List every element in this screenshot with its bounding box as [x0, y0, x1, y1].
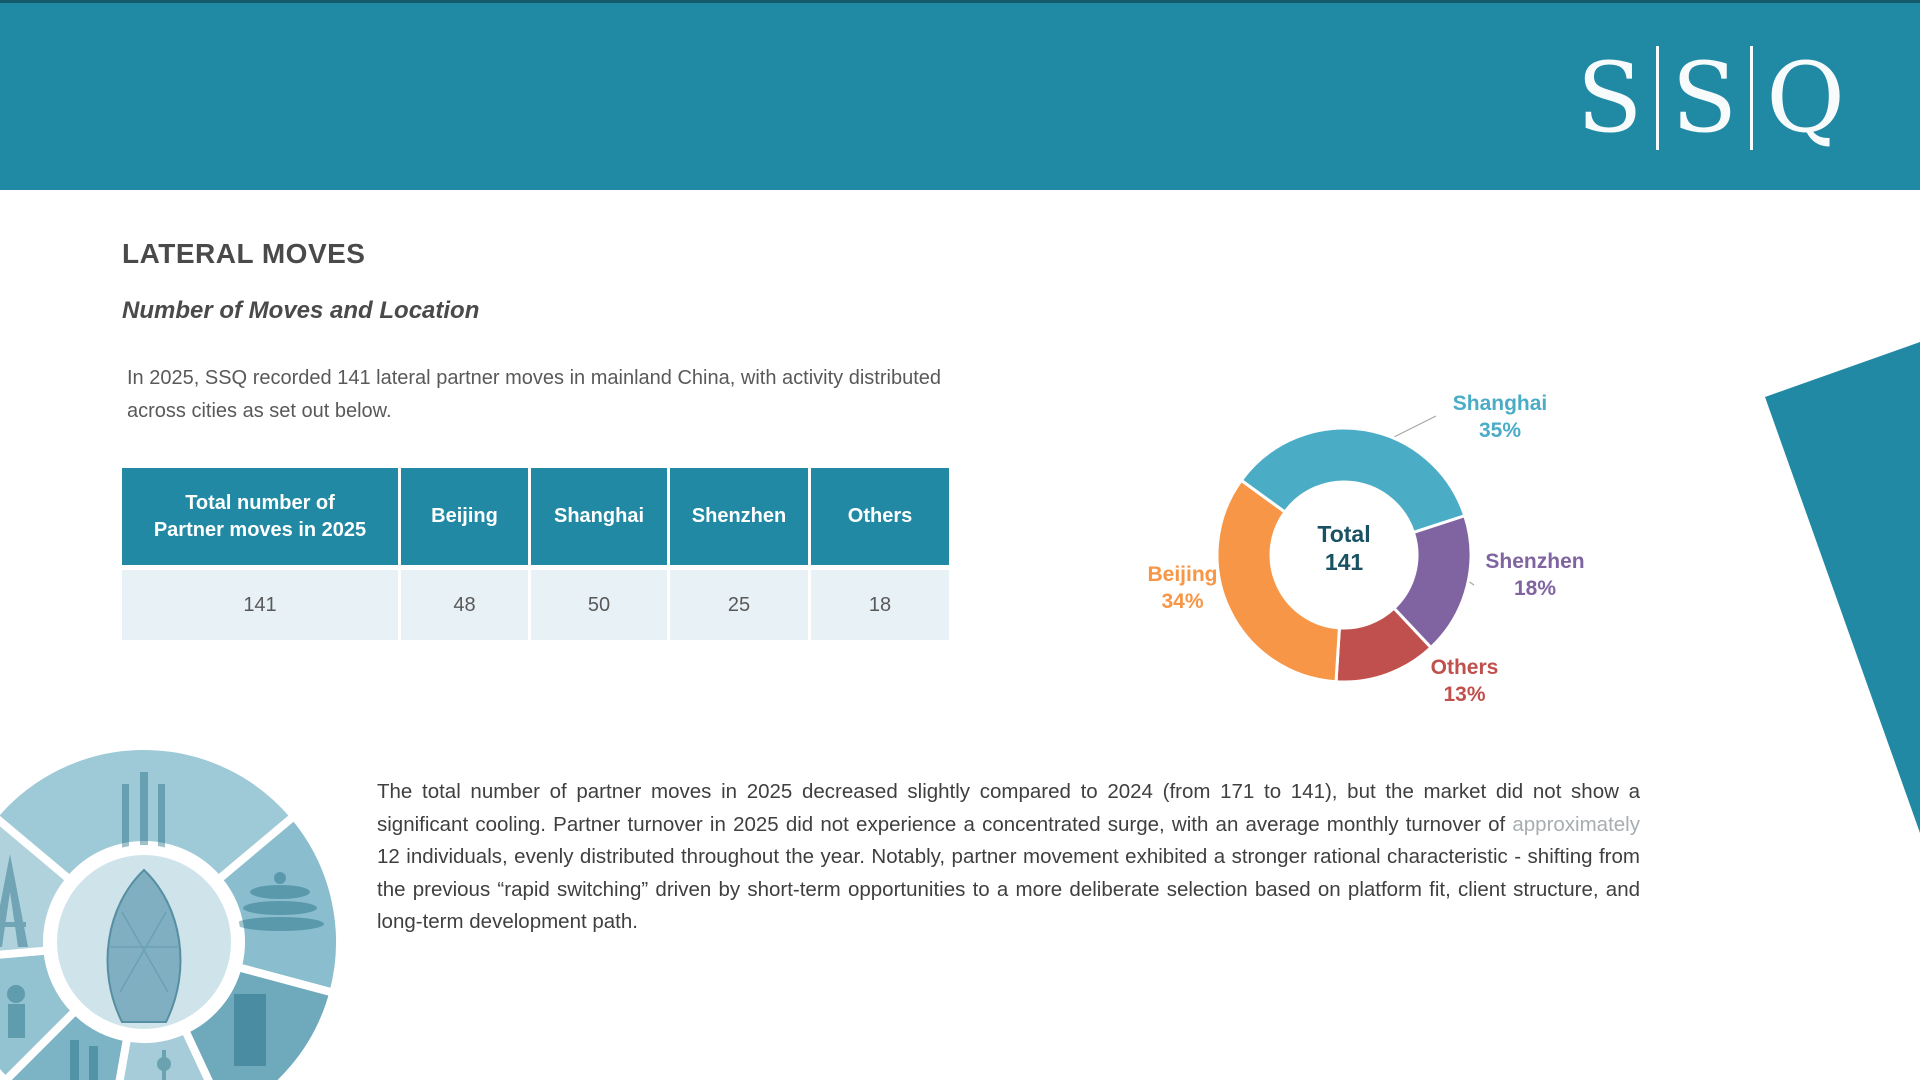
- table-cell-total: 141: [122, 570, 398, 640]
- commentary-text-after: 12 individuals, evenly distributed throu…: [377, 845, 1640, 933]
- callout-beijing-pct: 34%: [1161, 590, 1204, 613]
- ssq-logo: S S Q: [1564, 33, 1858, 163]
- donut-center-value: 141: [1324, 549, 1364, 575]
- table-header-total-line1: Total number of: [185, 491, 335, 514]
- logo-letter: Q: [1766, 42, 1845, 154]
- donut-center-label: Total 141: [1274, 520, 1414, 576]
- callout-shenzhen-name: Shenzhen: [1485, 550, 1585, 573]
- callout-shanghai-pct: 35%: [1478, 419, 1522, 442]
- callout-shanghai: Shanghai 35%: [1425, 390, 1575, 444]
- logo-letter: S: [1576, 42, 1643, 154]
- table-header-total-line2: Partner moves in 2025: [153, 518, 367, 541]
- collage-center-gherkin: [47, 845, 241, 1039]
- callout-beijing: Beijing 34%: [1135, 561, 1230, 615]
- table-cell-others: 18: [811, 570, 949, 640]
- header-band: S S Q: [0, 0, 1920, 190]
- callout-others-name: Others: [1430, 656, 1499, 679]
- table-cell-shenzhen: 25: [670, 570, 808, 640]
- donut-slice-beijing: [1215, 478, 1342, 684]
- moves-table: Total number of Partner moves in 2025 Be…: [122, 468, 949, 640]
- table-header-total: Total number of Partner moves in 2025: [122, 468, 398, 565]
- callout-others: Others 13%: [1392, 654, 1537, 708]
- section-title: LATERAL MOVES: [122, 238, 366, 269]
- intro-paragraph: In 2025, SSQ recorded 141 lateral partne…: [127, 367, 941, 422]
- logo-letter: S: [1671, 42, 1738, 154]
- table-header-shenzhen: Shenzhen: [670, 468, 808, 565]
- logo-divider: [1655, 46, 1659, 150]
- logo-divider: [1750, 46, 1754, 150]
- accent-wedge: [1765, 342, 1920, 833]
- commentary-highlight-word: approximately: [1512, 812, 1640, 836]
- table-cell-shanghai: 50: [531, 570, 667, 640]
- callout-beijing-name: Beijing: [1147, 563, 1218, 586]
- table-header-shanghai: Shanghai: [531, 468, 667, 565]
- callout-shanghai-name: Shanghai: [1452, 392, 1548, 415]
- callout-others-pct: 13%: [1443, 683, 1486, 706]
- table-header-beijing: Beijing: [401, 468, 528, 565]
- collage-landmark-silhouettes: [0, 772, 324, 1080]
- table-header-others: Others: [811, 468, 949, 565]
- commentary-paragraph: The total number of partner moves in 202…: [377, 776, 1640, 939]
- commentary-text-before: The total number of partner moves in 202…: [377, 780, 1640, 836]
- callout-shenzhen: Shenzhen 18%: [1455, 548, 1615, 602]
- section-subtitle: Number of Moves and Location: [122, 297, 480, 324]
- callout-shenzhen-pct: 18%: [1513, 577, 1557, 600]
- donut-center-title: Total: [1317, 521, 1371, 547]
- table-cell-beijing: 48: [401, 570, 528, 640]
- moves-donut-chart: Shanghai 35% Shenzhen 18% Others 13% Bei…: [1140, 382, 1640, 727]
- donut-slice-shanghai: [1239, 426, 1467, 535]
- donut-svg: [1215, 415, 1475, 684]
- city-collage-image: [0, 742, 342, 1080]
